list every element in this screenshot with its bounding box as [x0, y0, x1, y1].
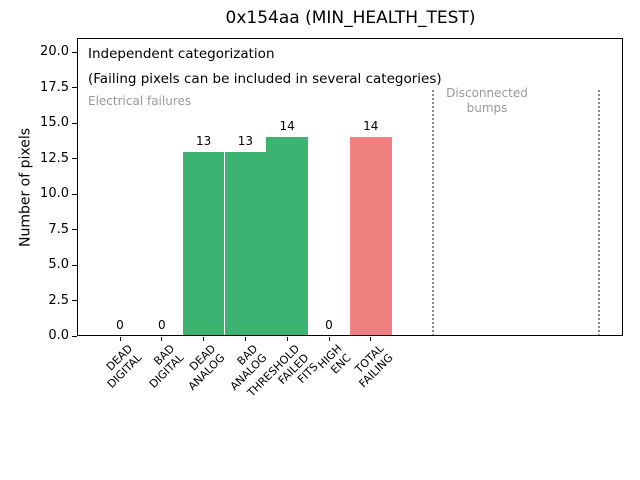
- annotation-failing-pixels-note: (Failing pixels can be included in sever…: [88, 71, 442, 87]
- bar-value-label: 13: [195, 133, 212, 148]
- y-tick-mark: [72, 158, 77, 160]
- bar-value-label: 0: [325, 318, 333, 332]
- y-tick-mark: [72, 122, 77, 124]
- y-tick-mark: [72, 229, 77, 231]
- bar-value-label: 14: [363, 119, 379, 134]
- x-tick-mark: [370, 337, 372, 341]
- y-tick-label: 0.0: [48, 328, 69, 343]
- x-tick-label: BAD DIGITAL: [146, 342, 187, 391]
- y-tick-label: 2.5: [48, 292, 69, 308]
- section-separator-line: [431, 90, 434, 336]
- y-tick-label: 10.0: [40, 186, 69, 202]
- x-tick-label: TOTAL FAILING: [352, 342, 396, 391]
- y-tick-mark: [72, 264, 77, 266]
- annotation-electrical-failures-section: Electrical failures: [88, 94, 192, 108]
- bar: [182, 151, 225, 336]
- y-tick-mark: [72, 193, 77, 195]
- x-tick-mark: [328, 337, 330, 341]
- x-tick-label: DEAD ANALOG: [186, 342, 229, 394]
- y-tick-mark: [72, 87, 77, 89]
- y-tick-mark: [72, 335, 77, 337]
- bar-value-label: 13: [237, 133, 254, 148]
- bar: [266, 137, 309, 336]
- bar: [224, 151, 267, 336]
- bar-value-label: 0: [157, 318, 166, 332]
- bar: [349, 137, 392, 336]
- bar-value-label: 14: [279, 119, 295, 134]
- x-tick-mark: [203, 337, 205, 341]
- y-tick-label: 15.0: [40, 115, 69, 131]
- annotation-disconnected-bumps-section: Disconnected bumps: [446, 86, 528, 115]
- y-tick-label: 17.5: [40, 79, 69, 95]
- x-tick-label: HIGH ENC: [314, 342, 354, 377]
- y-tick-mark: [72, 51, 77, 53]
- annotation-independent-categorization: Independent categorization: [88, 46, 275, 62]
- x-tick-mark: [161, 337, 163, 341]
- section-separator-line: [597, 90, 600, 336]
- bar-value-label: 0: [116, 318, 124, 332]
- y-tick-label: 7.5: [48, 221, 69, 237]
- y-tick-label: 5.0: [48, 257, 69, 273]
- y-tick-label: 12.5: [40, 150, 69, 166]
- chart-title: 0x154aa (MIN_HEALTH_TEST): [225, 8, 476, 28]
- x-tick-mark: [244, 337, 246, 341]
- x-tick-mark: [119, 337, 121, 341]
- y-tick-label: 20.0: [40, 44, 69, 60]
- x-tick-mark: [286, 337, 288, 341]
- x-tick-label: DEAD DIGITAL: [103, 342, 145, 391]
- y-axis-label: Number of pixels: [17, 127, 34, 248]
- y-tick-mark: [72, 300, 77, 302]
